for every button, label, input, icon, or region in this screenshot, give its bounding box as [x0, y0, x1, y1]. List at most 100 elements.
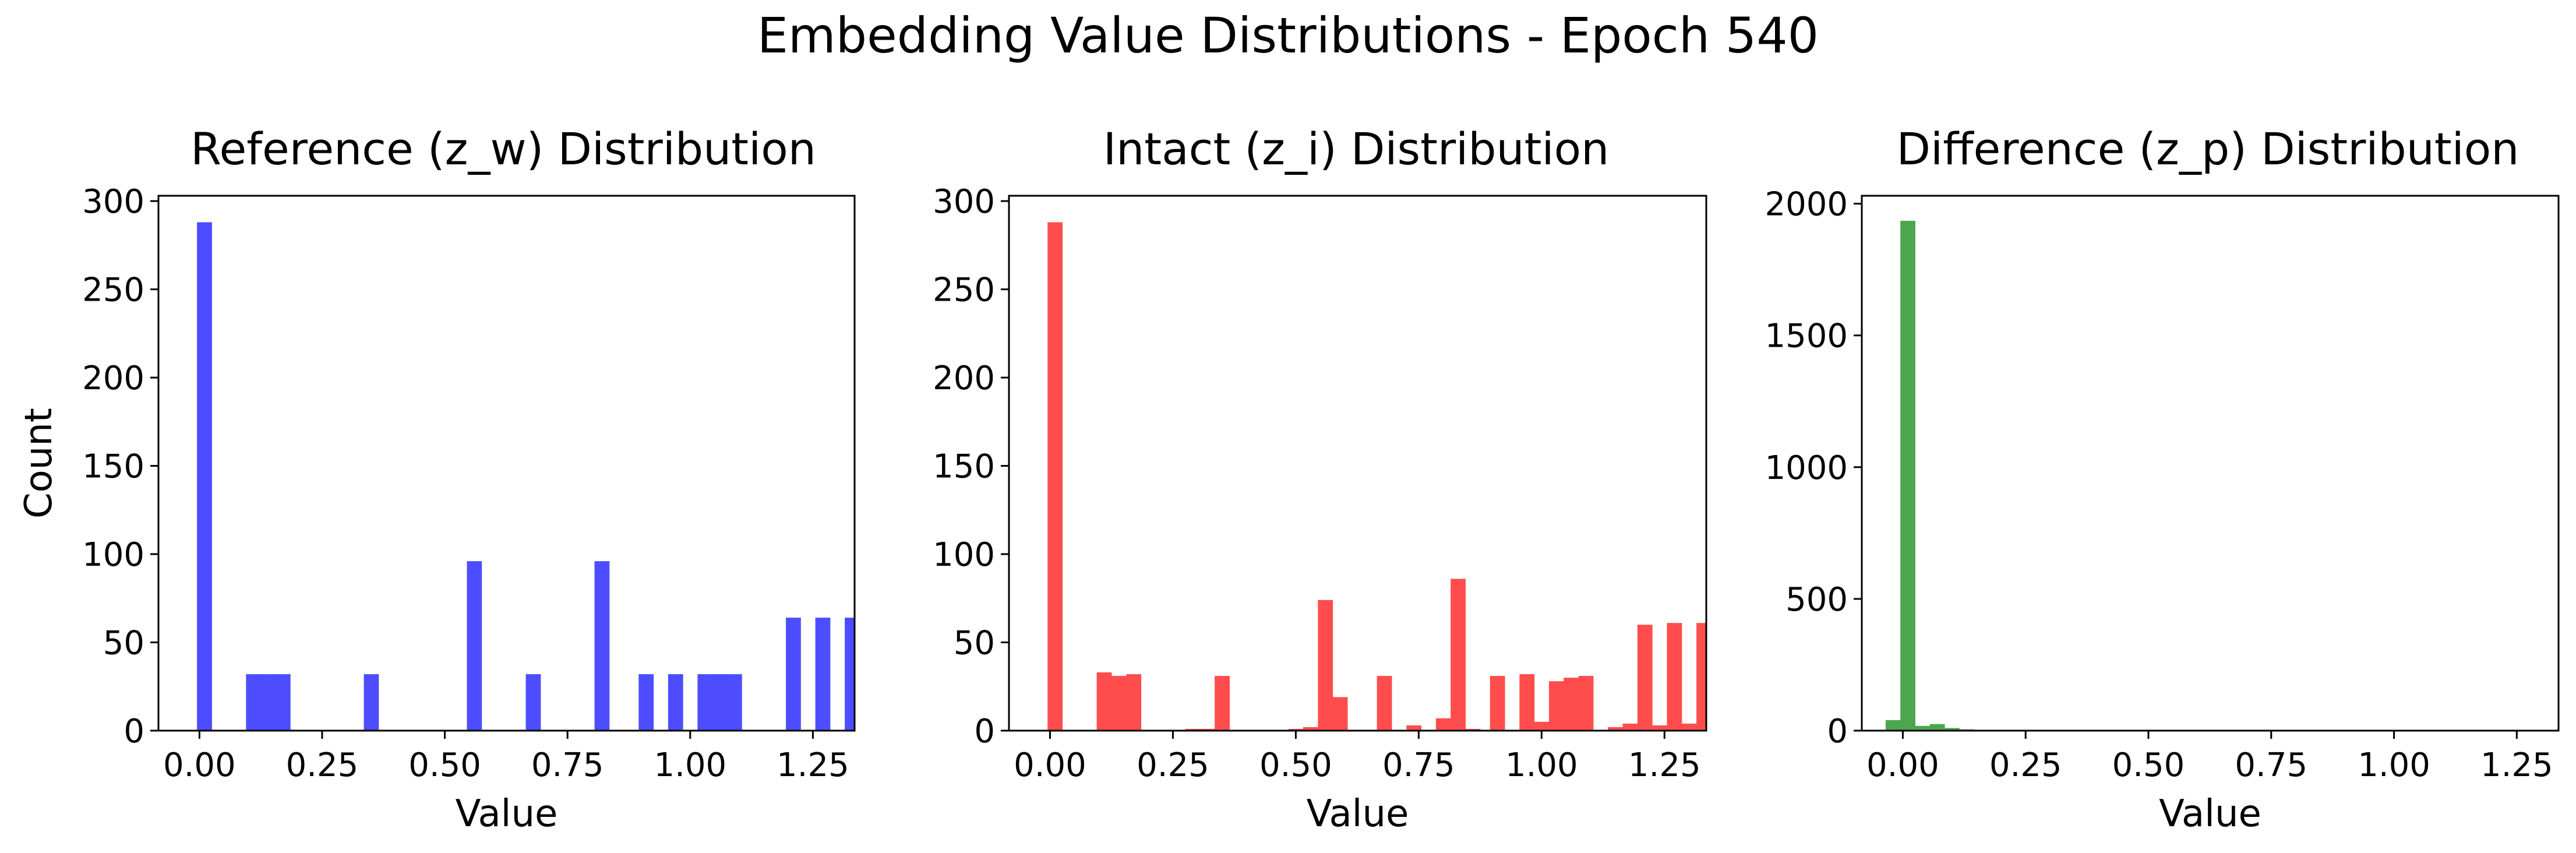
x-axis-label: Value	[1307, 792, 1409, 836]
y-tick-label: 100	[82, 536, 144, 574]
x-tick-label: 1.00	[2358, 746, 2430, 784]
histogram-bar	[1406, 725, 1422, 731]
histogram-bar	[594, 561, 610, 731]
histogram-bar	[1548, 681, 1564, 731]
y-tick-label: 0	[123, 713, 144, 750]
histogram-bar	[1900, 220, 1915, 731]
histogram-bar	[1711, 676, 1726, 731]
histogram-bar	[638, 674, 654, 731]
histogram-bar	[1215, 676, 1230, 731]
x-tick-label: 0.50	[1259, 746, 1332, 784]
x-axis: 0.00 0.25 0.50 0.75 1.00 1.25	[163, 731, 849, 784]
x-tick-label: 0.00	[1866, 746, 1939, 784]
x-tick-label: 0.50	[2112, 746, 2185, 784]
histogram-bar	[1929, 724, 1945, 731]
x-tick-label: 0.25	[1989, 746, 2062, 784]
histogram-bar	[1608, 727, 1624, 731]
histogram-bar	[1185, 728, 1201, 731]
histogram-bar	[1199, 728, 1215, 731]
histogram-bar	[1652, 725, 1667, 731]
histogram-bar	[1490, 676, 1505, 731]
y-axis: 0 50 100 150 200 250 300	[933, 183, 1009, 750]
x-tick-label: 0.50	[408, 746, 481, 784]
histogram-bar	[1096, 672, 1112, 731]
histogram-bar	[1534, 721, 1550, 731]
y-tick-label: 150	[82, 448, 144, 486]
histogram-bar	[525, 674, 541, 731]
histogram-bar	[815, 618, 831, 731]
y-axis: 0 50 100 150 200 250 300	[82, 183, 158, 750]
x-tick-label: 0.25	[1137, 746, 1209, 784]
plot-frame	[1008, 195, 1707, 732]
histogram-bar	[1578, 676, 1594, 731]
histogram-bar	[260, 674, 276, 731]
y-tick-label: 2000	[1765, 186, 1848, 224]
y-axis: 0 500 1000 1500 2000	[1765, 186, 1862, 750]
histogram-bar	[726, 674, 742, 731]
y-tick-label: 1500	[1765, 318, 1848, 355]
x-tick-label: 0.25	[286, 746, 359, 784]
y-tick-label: 100	[933, 536, 995, 574]
y-tick-label: 0	[1827, 713, 1848, 750]
histogram-bar	[1318, 600, 1333, 731]
histogram-bar	[1377, 676, 1392, 731]
y-axis-label: Count	[17, 408, 61, 519]
histogram-bar	[1681, 723, 1697, 731]
y-tick-label: 300	[933, 183, 995, 221]
y-tick-label: 200	[82, 359, 144, 397]
histogram-bar	[364, 674, 379, 731]
histogram-bar	[1564, 678, 1579, 731]
histogram-bar	[1047, 222, 1063, 731]
y-tick-label: 0	[974, 713, 995, 750]
plot-frame	[1861, 195, 2560, 732]
x-tick-label: 1.00	[654, 746, 726, 784]
histogram-bar	[1303, 727, 1318, 731]
histogram-bar	[1465, 728, 1481, 731]
x-tick-label: 0.75	[2235, 746, 2307, 784]
x-tick-label: 0.00	[1014, 746, 1086, 784]
histogram-bar	[275, 674, 291, 731]
y-tick-label: 50	[954, 625, 995, 662]
panel-title: Difference (z_p) Distribution	[1897, 123, 2519, 175]
y-tick-label: 1000	[1765, 449, 1848, 487]
panel-reference: Reference (z_w) Distribution 0 50 100 150 20…	[17, 123, 874, 836]
histogram-bar	[1288, 728, 1304, 731]
x-axis-label: Value	[2159, 792, 2261, 836]
histogram-bar	[1945, 728, 1960, 731]
x-tick-label: 1.00	[1505, 746, 1578, 784]
histogram-bar	[1126, 674, 1142, 731]
figure-title: Embedding Value Distributions - Epoch 54…	[757, 7, 1819, 64]
histogram-bars	[1885, 220, 1975, 731]
panel-difference: Difference (z_p) Distribution 0 500 1000 15…	[1765, 123, 2560, 836]
histogram-bar	[1915, 725, 1931, 731]
histogram-bar	[697, 674, 713, 731]
histogram-bar	[1622, 723, 1638, 731]
panel-intact: Intact (z_i) Distribution 0 50 100 150 200 25…	[933, 123, 1726, 836]
y-tick-label: 250	[82, 272, 144, 309]
x-axis-label: Value	[456, 792, 558, 836]
y-tick-label: 500	[1785, 581, 1848, 619]
histogram-bar	[197, 222, 212, 731]
x-tick-label: 0.75	[1382, 746, 1455, 784]
histogram-bar	[1111, 676, 1127, 731]
x-tick-label: 1.25	[2480, 746, 2553, 784]
y-tick-label: 200	[933, 359, 995, 397]
histogram-bar	[1435, 718, 1451, 731]
x-axis: 0.00 0.25 0.50 0.75 1.00 1.25	[1866, 731, 2553, 784]
y-tick-label: 150	[933, 448, 995, 486]
histogram-bars	[197, 222, 874, 731]
histogram-bar	[786, 618, 801, 731]
panel-title: Reference (z_w) Distribution	[190, 123, 816, 175]
histogram-bar	[845, 618, 855, 731]
histogram-bar	[1451, 579, 1466, 731]
histogram-bar	[1696, 623, 1706, 731]
histogram-bar	[1667, 623, 1682, 731]
y-tick-label: 300	[82, 183, 144, 221]
plot-frame	[157, 195, 856, 732]
x-tick-label: 1.25	[777, 746, 849, 784]
x-tick-label: 0.00	[163, 746, 236, 784]
histogram-bar	[859, 674, 874, 731]
histogram-bar	[668, 674, 683, 731]
x-tick-label: 1.25	[1628, 746, 1701, 784]
